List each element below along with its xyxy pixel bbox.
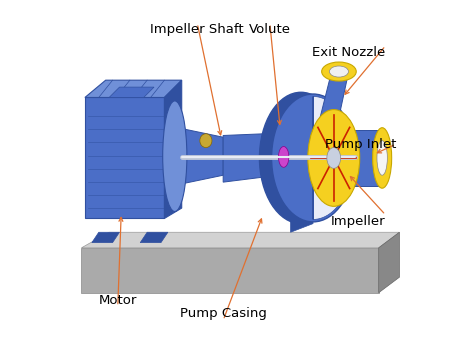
- Polygon shape: [291, 196, 313, 232]
- Ellipse shape: [377, 141, 387, 175]
- Polygon shape: [353, 130, 382, 186]
- Ellipse shape: [308, 110, 360, 206]
- Text: Pump Casing: Pump Casing: [180, 307, 266, 320]
- Ellipse shape: [322, 62, 356, 81]
- Polygon shape: [85, 80, 182, 98]
- Polygon shape: [164, 80, 182, 218]
- Ellipse shape: [259, 92, 342, 223]
- Polygon shape: [82, 248, 379, 293]
- Ellipse shape: [272, 94, 355, 222]
- Polygon shape: [85, 98, 164, 218]
- Text: Volute: Volute: [249, 23, 291, 36]
- Polygon shape: [313, 96, 353, 219]
- Polygon shape: [82, 232, 400, 248]
- Polygon shape: [140, 232, 168, 243]
- Polygon shape: [109, 87, 154, 98]
- Ellipse shape: [373, 128, 392, 188]
- Text: Exit Nozzle: Exit Nozzle: [312, 45, 386, 59]
- Ellipse shape: [327, 147, 341, 168]
- Text: Motor: Motor: [99, 294, 137, 306]
- Text: Pump Inlet: Pump Inlet: [325, 138, 396, 151]
- Polygon shape: [318, 77, 347, 125]
- Polygon shape: [182, 129, 223, 184]
- Ellipse shape: [278, 146, 289, 167]
- Text: Impeller Shaft: Impeller Shaft: [150, 23, 244, 36]
- Polygon shape: [223, 134, 264, 182]
- Ellipse shape: [163, 101, 187, 212]
- Ellipse shape: [200, 134, 212, 147]
- Polygon shape: [379, 232, 400, 293]
- Polygon shape: [92, 232, 119, 243]
- Text: Impeller: Impeller: [331, 215, 386, 228]
- Ellipse shape: [329, 66, 348, 77]
